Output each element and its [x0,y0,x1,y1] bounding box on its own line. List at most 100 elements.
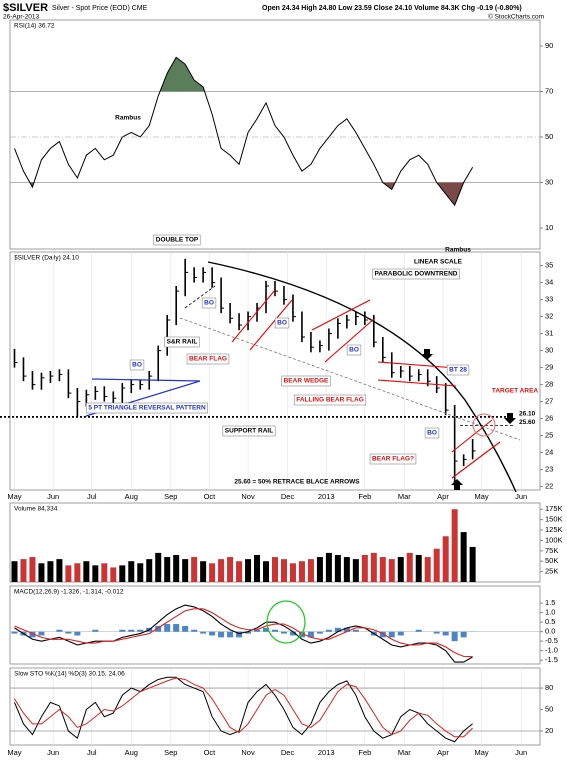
y-tick-label: 34 [545,278,553,287]
y-tick-label: 30 [545,346,553,355]
y-tick-label: 31 [545,329,553,338]
target-circle [472,413,496,437]
volume-bar [424,557,431,582]
volume-bar [361,554,368,582]
y-tick-label: 26 [545,414,553,423]
dashed-line [184,285,216,309]
line [14,608,473,658]
annotation: S&R RAIL [167,339,198,346]
panel-title: Volume 84,334 [14,506,58,513]
annotation: PARABOLIC DOWNTREND [375,271,458,278]
histogram-bar [280,631,287,634]
volume-bar [92,565,99,582]
histogram-bar [65,631,72,634]
volume-bar [388,559,395,582]
histogram-bar [289,631,296,636]
volume-bar [83,561,90,582]
x-tick-label: Oct [204,492,217,501]
volume-bar [263,561,270,582]
level-label: 26.10 [519,411,536,418]
y-tick-label: 0.0 [545,627,555,636]
y-tick-label: 50 [545,705,553,714]
volume-bar [289,563,296,582]
annotation-box [201,297,217,309]
histogram-bar [388,631,395,638]
annotation: FALLING BEAR FLAG [296,397,364,404]
histogram-bar [92,629,99,632]
volume-bar [47,561,54,582]
x-tick-label: Jun [47,492,59,501]
volume-bar [11,561,18,582]
x-tick-label: May [7,492,21,501]
panel-title: RSI(14) 36.72 [14,23,55,30]
flag-line [377,379,457,387]
wedge-line [311,299,371,331]
x-tick-label: Mar [398,748,411,757]
panel: Slow STO %K(14) %D(3) 30.15, 24.06 20 50 80 [9,667,553,746]
x-tick-label: Jun [515,748,527,757]
panel-frame [9,251,541,491]
x-tick-label: Aug [125,492,138,501]
volume-bar [155,552,162,582]
volume-bar [280,559,287,582]
x-tick-label: Oct [204,748,217,757]
x-tick-label: Sep [164,492,177,501]
histogram-bar [433,631,440,634]
y-tick-label: 175K [545,504,563,513]
flag-line [451,419,493,453]
x-tick-label: May [475,492,489,501]
y-tick-label: 30 [545,178,553,187]
panel-frame [9,585,541,665]
volume-bar [370,552,377,582]
volume-bar [101,563,108,582]
annotation-box [293,394,367,406]
histogram-bar [11,631,18,634]
quote: Open 24.34 High 24.80 Low 23.59 Close 24… [262,5,522,12]
annotation: SUPPORT RAIL [225,428,273,435]
parabolic-curve [207,261,517,493]
y-tick-label: 1.5 [545,598,555,607]
date: 26-Apr-2013 [3,14,40,21]
annotation-box [446,364,470,376]
histogram-bar [209,631,216,636]
y-tick-label: -0.5 [545,636,558,645]
y-tick-label: 90 [545,41,553,50]
flag-line [377,361,457,369]
sr-rail [179,317,521,441]
description: Silver - Spot Price (EOD) CME [52,5,148,12]
volume-bar [254,554,261,582]
annotation-box [372,268,460,280]
volume-bar [29,557,36,582]
volume-bar [128,561,135,582]
volume-bar [146,559,153,582]
annotation-box [346,344,362,356]
annotation: TARGET AREA [492,388,539,395]
y-tick-label: 32 [545,312,553,321]
rsi-fill [14,182,473,206]
symbol: $SILVER [3,2,48,14]
y-tick-label: 10 [545,223,553,232]
volume-bar [137,563,144,582]
panel-title: $SILVER (Daily) 24.10 [14,255,79,262]
volume-bar [298,561,305,582]
volume-bar [182,559,189,582]
x-tick-label: May [475,748,489,757]
volume-bar [343,557,350,582]
histogram-bar [442,631,449,636]
histogram-bar [316,631,323,634]
histogram-bar [415,629,422,632]
histogram-bar [164,624,171,632]
histogram-bar [56,629,63,632]
annotation-box [281,375,331,387]
x-tick-label: Nov [241,748,255,757]
volume-bar [352,559,359,582]
annotation-box [86,402,208,414]
volume-bar [307,559,314,582]
histogram-bar [379,631,386,638]
annotation: BO [132,362,142,369]
volume-bar [164,557,171,582]
histogram-bar [325,629,332,632]
volume-bar [173,554,180,582]
histogram-bar [200,631,207,634]
y-tick-label: 25K [545,567,558,576]
